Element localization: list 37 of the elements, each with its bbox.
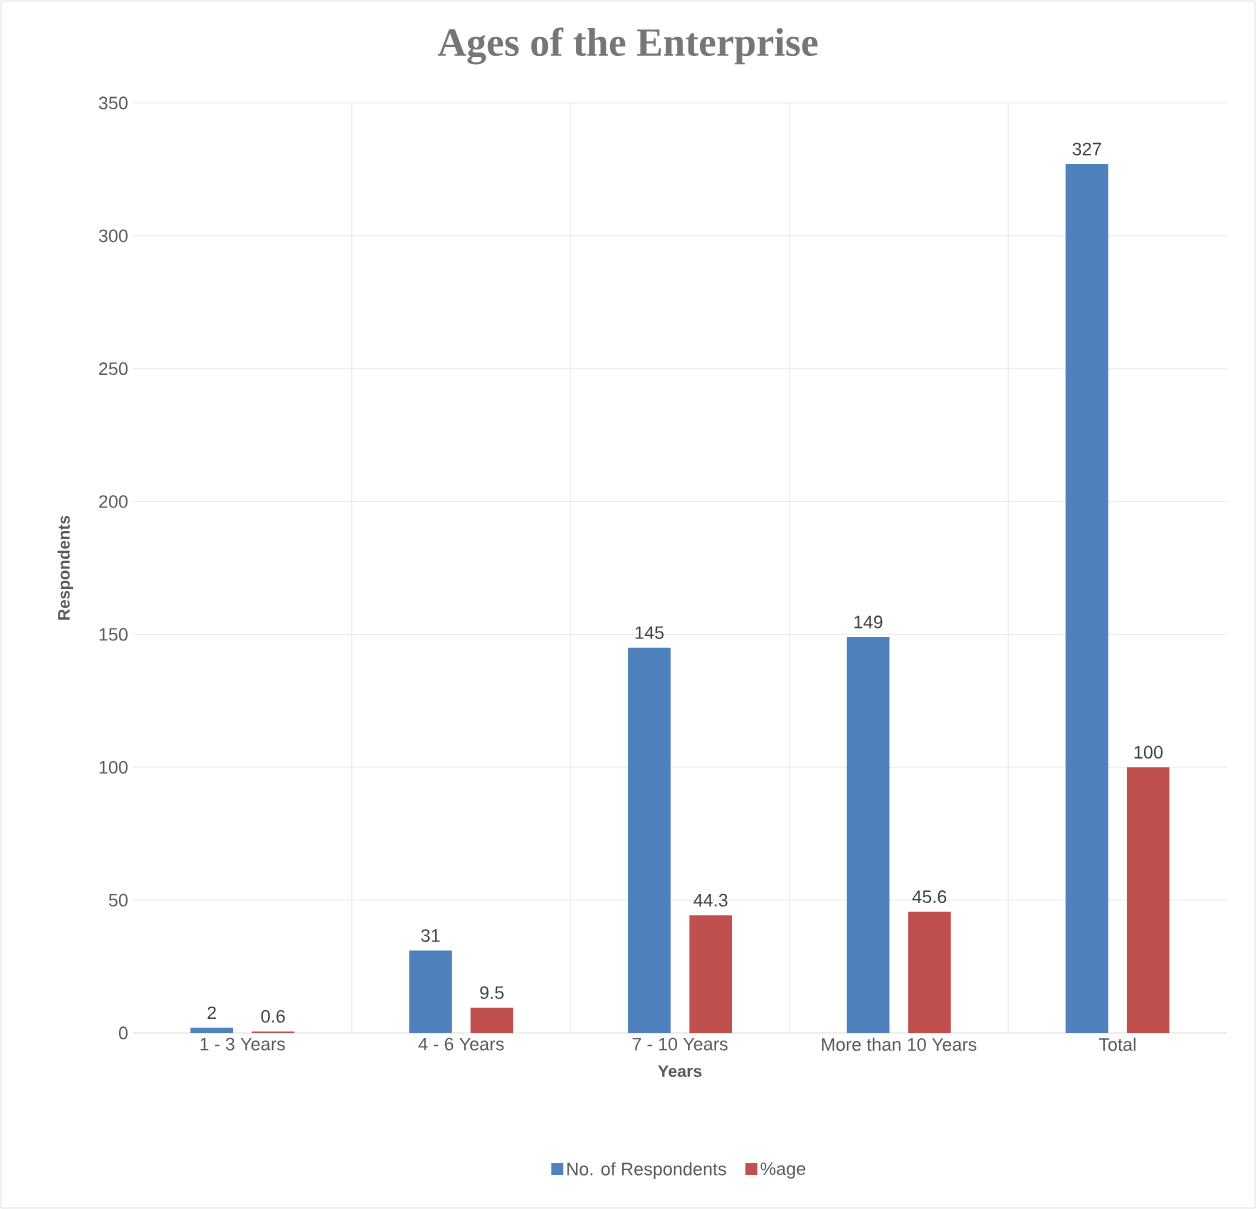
data-label: 31 [421,929,440,942]
y-axis-title: Respondents [57,515,74,620]
data-label: 149 [854,615,883,629]
x-tick-label: 4 - 6 Years [418,1037,504,1051]
data-label: 9.5 [480,986,504,1000]
x-tick-label: 7 - 10 Years [632,1037,728,1051]
bar [1126,767,1170,1033]
bar [689,915,733,1033]
data-label: 327 [1072,142,1102,156]
bar [190,1027,234,1033]
data-label: 44.3 [693,893,728,907]
y-tick-label: 50 [108,893,128,907]
x-tick-label: 1 - 3 Years [200,1037,285,1051]
y-tick-label: 200 [99,495,128,508]
bar [1065,164,1109,1033]
y-tick-label: 150 [99,628,128,641]
bar [470,1007,514,1033]
bar [908,911,951,1033]
y-tick-label: 350 [98,96,128,110]
data-label: 2 [207,1006,216,1019]
data-label: 145 [635,626,664,639]
x-tick-label: More than 10 Years [822,1037,977,1051]
data-label: 0.6 [261,1009,285,1023]
legend-label: No. of Respondents [567,1162,727,1179]
y-tick-label: 100 [99,760,128,774]
bar [628,647,671,1033]
x-tick-label: Total [1098,1037,1136,1051]
x-axis-title: Years [658,1065,702,1078]
data-label: 100 [1134,745,1163,759]
y-tick-label: 0 [119,1026,128,1040]
y-tick-label: 300 [98,229,128,243]
y-tick-label: 250 [99,362,128,376]
legend-label: %age [760,1162,806,1179]
bar [409,950,452,1033]
bar [846,637,890,1033]
data-label: 45.6 [912,890,947,904]
chart-title: Ages of the Enterprise [437,27,818,65]
